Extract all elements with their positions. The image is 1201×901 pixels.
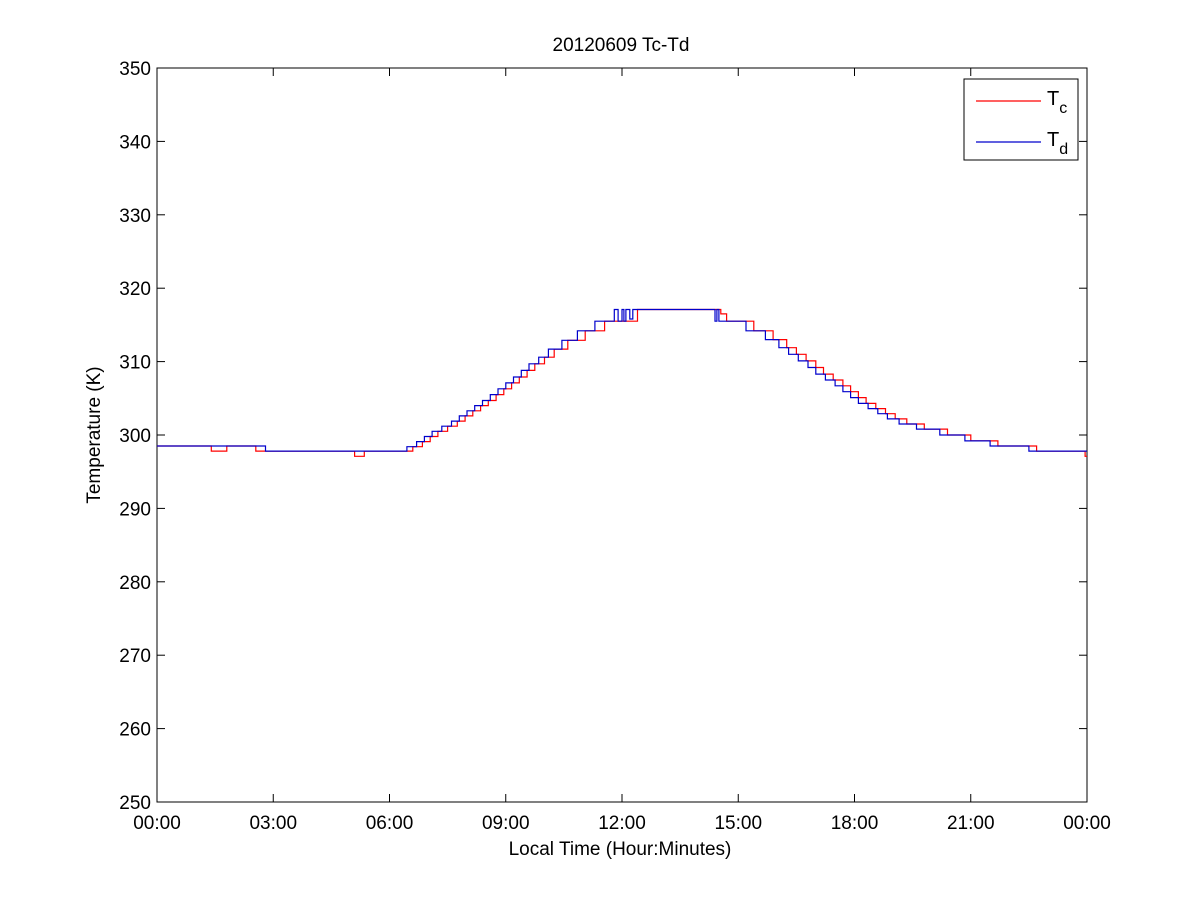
x-axis-label: Local Time (Hour:Minutes): [509, 839, 732, 860]
legend-label-subscript: c: [1059, 100, 1067, 117]
x-axis: 00:00 03:00 06:00 09:00 12:00 15:00 18:00 21:00…: [133, 68, 1111, 834]
x-tick-label: 06:00: [366, 813, 414, 834]
y-tick-label: 280: [119, 573, 151, 594]
y-tick-label: 270: [119, 646, 151, 667]
y-tick-label: 300: [119, 426, 151, 447]
x-tick-label: 15:00: [714, 813, 762, 834]
plot-area: 00:00 03:00 06:00 09:00 12:00 15:00 18:00 21:00…: [119, 59, 1110, 834]
legend-label-subscript: d: [1059, 141, 1068, 158]
legend-label: Td: [1047, 129, 1068, 158]
y-tick-label: 290: [119, 499, 151, 520]
x-tick-label: 00:00: [1063, 813, 1111, 834]
y-tick-label: 330: [119, 206, 151, 227]
y-axis-label: Temperature (K): [84, 366, 105, 503]
x-tick-label: 21:00: [947, 813, 995, 834]
legend-box: [963, 78, 1079, 161]
y-tick-label: 250: [119, 793, 151, 814]
x-tick-label: 09:00: [482, 813, 530, 834]
x-tick-label: 18:00: [831, 813, 879, 834]
legend-label-base: T: [1047, 88, 1059, 110]
y-tick-label: 310: [119, 353, 151, 374]
axes-frame: [156, 67, 1088, 803]
chart-title: 20120609 Tc-Td: [553, 35, 690, 56]
x-tick-label: 12:00: [598, 813, 646, 834]
x-tick-label: 00:00: [133, 813, 181, 834]
legend-label-base: T: [1047, 129, 1059, 151]
y-tick-label: 260: [119, 720, 151, 741]
series-line-Tc: [157, 308, 1087, 457]
series-line-Td: [157, 308, 1087, 452]
y-tick-label: 320: [119, 279, 151, 300]
x-tick-label: 03:00: [249, 813, 297, 834]
series-layer: [157, 308, 1087, 457]
y-axis: 250 260 270 280 290 300 310 320 330 340 350: [119, 59, 1087, 814]
y-tick-label: 350: [119, 59, 151, 80]
y-tick-label: 340: [119, 132, 151, 153]
legend-label: Tc: [1047, 88, 1067, 117]
